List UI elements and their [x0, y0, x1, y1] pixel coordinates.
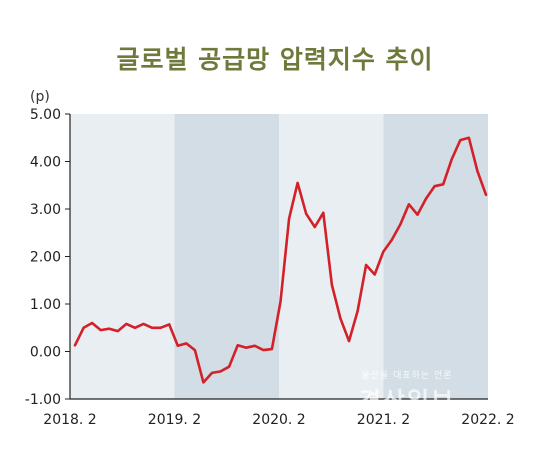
series-line-layer: [73, 136, 488, 384]
chart-title: 글로벌 공급망 압력지수 추이: [116, 45, 434, 74]
y-tick-label: 3.00: [30, 202, 61, 218]
x-tick-label: 2018. 2: [43, 412, 96, 428]
x-tick-label: 2021. 2: [357, 412, 410, 428]
y-axis-label: (p): [30, 89, 50, 105]
x-tick-labels: 2018. 2 2019. 2 2020. 2 2021. 2 2022. 2: [43, 412, 514, 428]
x-tick-label: 2022. 2: [461, 412, 514, 428]
y-tick-label: 5.00: [30, 107, 61, 123]
y-tick-label: 4.00: [30, 155, 61, 171]
period-band: [383, 114, 488, 399]
series-line: [73, 136, 488, 384]
y-tick-label: -1.00: [25, 392, 61, 408]
y-tick-label: 1.00: [30, 297, 61, 313]
period-bands: [70, 114, 488, 399]
period-band: [70, 114, 175, 399]
x-tick-label: 2020. 2: [252, 412, 305, 428]
y-tick-label: 2.00: [30, 250, 61, 266]
y-tick-labels: -1.00 0.00 1.00 2.00 3.00 4.00 5.00: [25, 107, 70, 408]
x-tick-label: 2019. 2: [148, 412, 201, 428]
period-band: [174, 114, 279, 399]
period-band: [279, 114, 384, 399]
y-tick-label: 0.00: [30, 345, 61, 361]
